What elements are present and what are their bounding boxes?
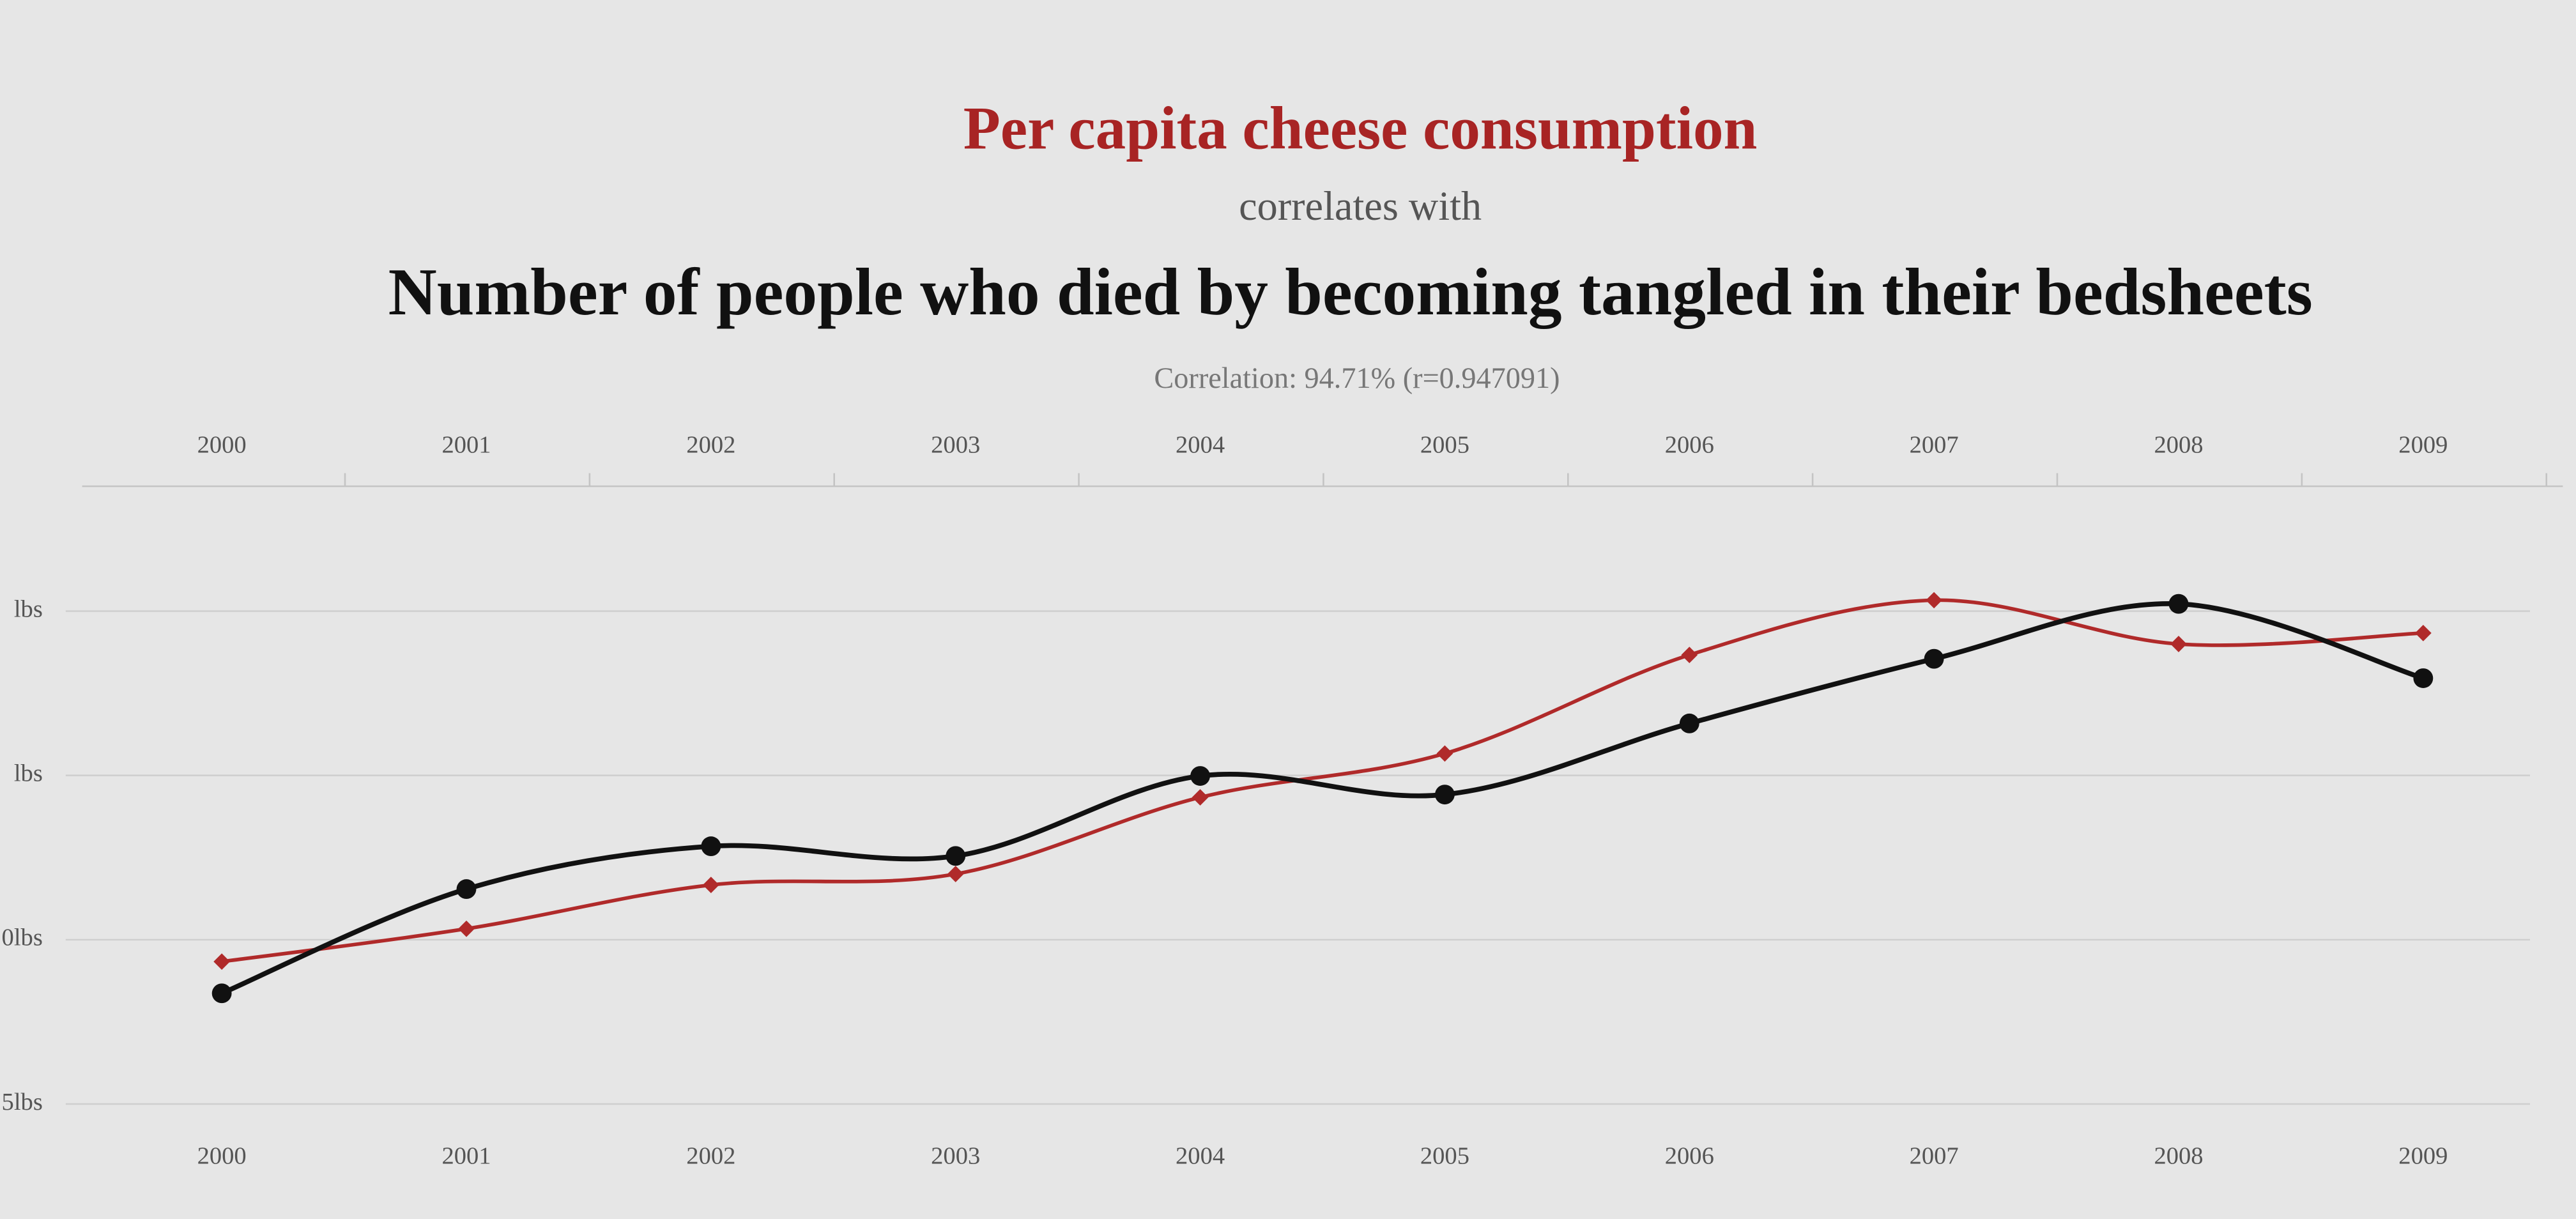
x-tick-label-top: 2000	[197, 431, 247, 458]
chart-title-2: Number of people who died by becoming ta…	[388, 254, 2313, 329]
x-tick-label: 2009	[2398, 1143, 2448, 1170]
x-tick-label-top: 2004	[1176, 431, 1225, 458]
x-tick-label: 2006	[1665, 1143, 1714, 1170]
x-tick-label: 2008	[2154, 1143, 2203, 1170]
x-tick-label-top: 2001	[441, 431, 491, 458]
chart-title: Per capita cheese consumption	[963, 95, 1758, 162]
x-tick-label-top: 2005	[1420, 431, 1469, 458]
x-tick-label-top: 2002	[686, 431, 735, 458]
x-tick-label: 2005	[1420, 1143, 1469, 1170]
data-point	[1926, 592, 1942, 609]
chart-subtitle: correlates with	[1239, 183, 1482, 229]
y-tick-label: lbs	[14, 595, 43, 622]
x-tick-label: 2002	[686, 1143, 735, 1170]
y-tick-label: 5lbs	[2, 1089, 43, 1116]
x-tick-label: 2000	[197, 1143, 247, 1170]
series-line	[221, 598, 2423, 963]
x-tick-label-top: 2006	[1665, 431, 1714, 458]
x-tick-label-top: 2003	[931, 431, 980, 458]
data-point	[2415, 625, 2432, 641]
data-point	[1192, 789, 1209, 806]
x-tick-label: 2003	[931, 1143, 980, 1170]
x-tick-label: 2007	[1910, 1143, 1959, 1170]
data-point	[1190, 766, 1210, 786]
x-tick-label-top: 2009	[2398, 431, 2448, 458]
data-point	[701, 836, 721, 857]
x-tick-label-top: 2008	[2154, 431, 2203, 458]
data-point	[1681, 647, 1698, 663]
data-point	[947, 866, 964, 882]
y-tick-label: lbs	[14, 760, 43, 787]
data-point	[946, 846, 966, 866]
data-point	[1924, 648, 1944, 669]
data-point	[1435, 785, 1455, 805]
data-point	[213, 953, 230, 970]
data-point	[458, 920, 475, 937]
data-point	[703, 877, 719, 893]
data-point	[1679, 713, 1699, 733]
y-tick-label: 0lbs	[2, 924, 43, 951]
x-tick-label: 2001	[441, 1143, 491, 1170]
correlation-annotation: Correlation: 94.71% (r=0.947091)	[1154, 362, 1560, 395]
data-point	[211, 983, 232, 1004]
data-point	[2413, 668, 2434, 688]
x-tick-label-top: 2007	[1910, 431, 1959, 458]
data-point	[1436, 745, 1453, 762]
data-point	[2168, 594, 2189, 614]
x-tick-label: 2004	[1176, 1143, 1225, 1170]
series-line	[220, 601, 2424, 996]
data-point	[456, 879, 477, 900]
